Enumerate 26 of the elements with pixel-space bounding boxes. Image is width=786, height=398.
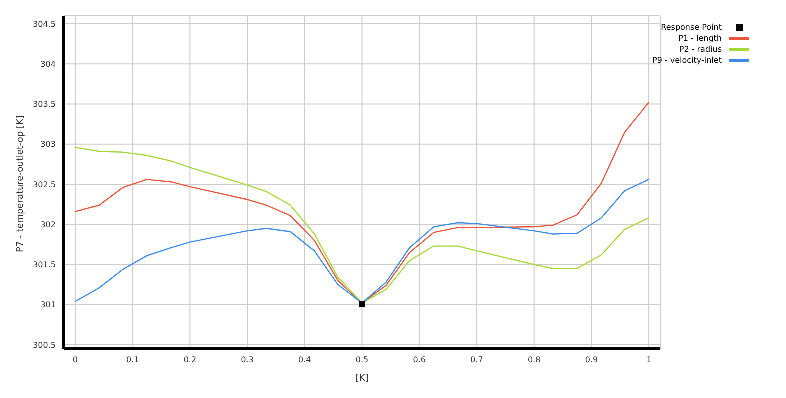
legend-label: P2 - radius <box>679 44 722 55</box>
y-tick-label: 302 <box>40 220 56 230</box>
y-tick-label: 303 <box>40 140 56 150</box>
x-tick-label: 0.3 <box>241 356 254 365</box>
y-tick-label: 302.5 <box>33 180 56 190</box>
y-tick-label: 301 <box>40 300 56 310</box>
x-axis-title: [K] <box>356 374 369 384</box>
x-tick-label: 0.5 <box>356 356 369 365</box>
x-tick-label: 0.1 <box>126 356 140 365</box>
x-tick-label: 0.9 <box>585 356 598 365</box>
x-tick-label: 0 <box>72 356 78 365</box>
y-tick-label: 300.5 <box>33 340 56 350</box>
y-tick-label: 301.5 <box>33 260 56 270</box>
x-tick-label: 0.8 <box>528 356 541 365</box>
x-tick-label: 0.4 <box>298 356 312 365</box>
legend-label: P9 - velocity-inlet <box>652 55 722 66</box>
y-axis-title: P7 - temperature-outlet-op [K] <box>16 116 26 252</box>
y-tick-label: 303.5 <box>33 100 56 110</box>
x-tick-label: 0.2 <box>184 356 197 365</box>
y-tick-label: 304 <box>40 60 56 69</box>
x-tick-label: 1 <box>646 356 652 365</box>
x-tick-label: 0.7 <box>470 356 484 365</box>
legend-label: P1 - length <box>678 33 722 44</box>
x-tick-label: 0.6 <box>413 356 426 365</box>
legend-label: Response Point <box>661 22 722 33</box>
y-tick-label: 304.5 <box>33 20 56 29</box>
